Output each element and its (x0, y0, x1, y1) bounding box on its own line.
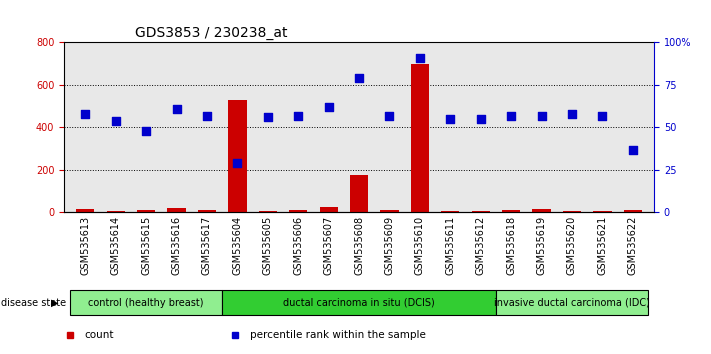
Point (444, 116, 456, 122)
Text: GSM535622: GSM535622 (628, 216, 638, 275)
Point (201, 113, 213, 118)
Bar (502, 210, 520, 212)
Text: GSM535609: GSM535609 (385, 216, 395, 275)
Text: GSM535605: GSM535605 (263, 216, 273, 275)
Text: control (healthy breast): control (healthy breast) (88, 298, 204, 308)
Text: GSM535612: GSM535612 (476, 216, 486, 275)
Text: GSM535604: GSM535604 (232, 216, 242, 275)
Text: GSM535615: GSM535615 (141, 216, 151, 275)
Text: GSM535606: GSM535606 (293, 216, 303, 275)
Point (80, 111, 91, 117)
Text: invasive ductal carcinoma (IDC): invasive ductal carcinoma (IDC) (494, 298, 650, 308)
Bar (350, 175, 368, 212)
Bar (471, 211, 490, 212)
Text: GSM535614: GSM535614 (111, 216, 121, 275)
Text: GSM535611: GSM535611 (445, 216, 455, 275)
Text: ▶: ▶ (51, 298, 59, 308)
Bar (107, 211, 125, 212)
Text: ductal carcinoma in situ (DCIS): ductal carcinoma in situ (DCIS) (283, 298, 435, 308)
Point (232, 160, 243, 166)
Point (627, 147, 638, 152)
Bar (289, 210, 307, 212)
Point (292, 113, 304, 118)
Point (384, 113, 395, 118)
Point (415, 55, 426, 61)
Point (475, 116, 486, 122)
Bar (137, 210, 155, 212)
Bar (222, 290, 496, 315)
Text: disease state: disease state (1, 298, 66, 308)
Text: GSM535621: GSM535621 (597, 216, 607, 275)
Text: GDS3853 / 230238_at: GDS3853 / 230238_at (135, 26, 287, 40)
Bar (198, 210, 216, 212)
Text: GSM535617: GSM535617 (202, 216, 212, 275)
Point (110, 118, 122, 124)
Bar (411, 64, 429, 212)
Point (536, 113, 547, 118)
Bar (380, 210, 399, 212)
Bar (624, 210, 642, 212)
Point (323, 104, 334, 110)
Text: percentile rank within the sample: percentile rank within the sample (250, 330, 426, 339)
Bar (228, 100, 247, 212)
Text: GSM535607: GSM535607 (324, 216, 333, 275)
Point (171, 106, 182, 112)
Bar (563, 211, 581, 212)
Point (141, 128, 152, 134)
Bar (167, 208, 186, 212)
Bar (533, 209, 551, 212)
Point (262, 114, 274, 120)
Text: GSM535608: GSM535608 (354, 216, 364, 275)
Text: count: count (85, 330, 114, 339)
Bar (70, 290, 222, 315)
Text: GSM535618: GSM535618 (506, 216, 516, 275)
Point (597, 113, 608, 118)
Text: GSM535610: GSM535610 (415, 216, 425, 275)
Text: GSM535620: GSM535620 (567, 216, 577, 275)
Text: GSM535613: GSM535613 (80, 216, 90, 275)
Point (353, 75, 365, 81)
Bar (319, 207, 338, 212)
Point (566, 111, 577, 117)
Bar (593, 211, 611, 212)
Bar (259, 211, 277, 212)
Bar (76, 209, 95, 212)
Point (506, 113, 517, 118)
Text: GSM535616: GSM535616 (171, 216, 181, 275)
Text: GSM535619: GSM535619 (537, 216, 547, 275)
Bar (442, 211, 459, 212)
Bar (496, 290, 648, 315)
